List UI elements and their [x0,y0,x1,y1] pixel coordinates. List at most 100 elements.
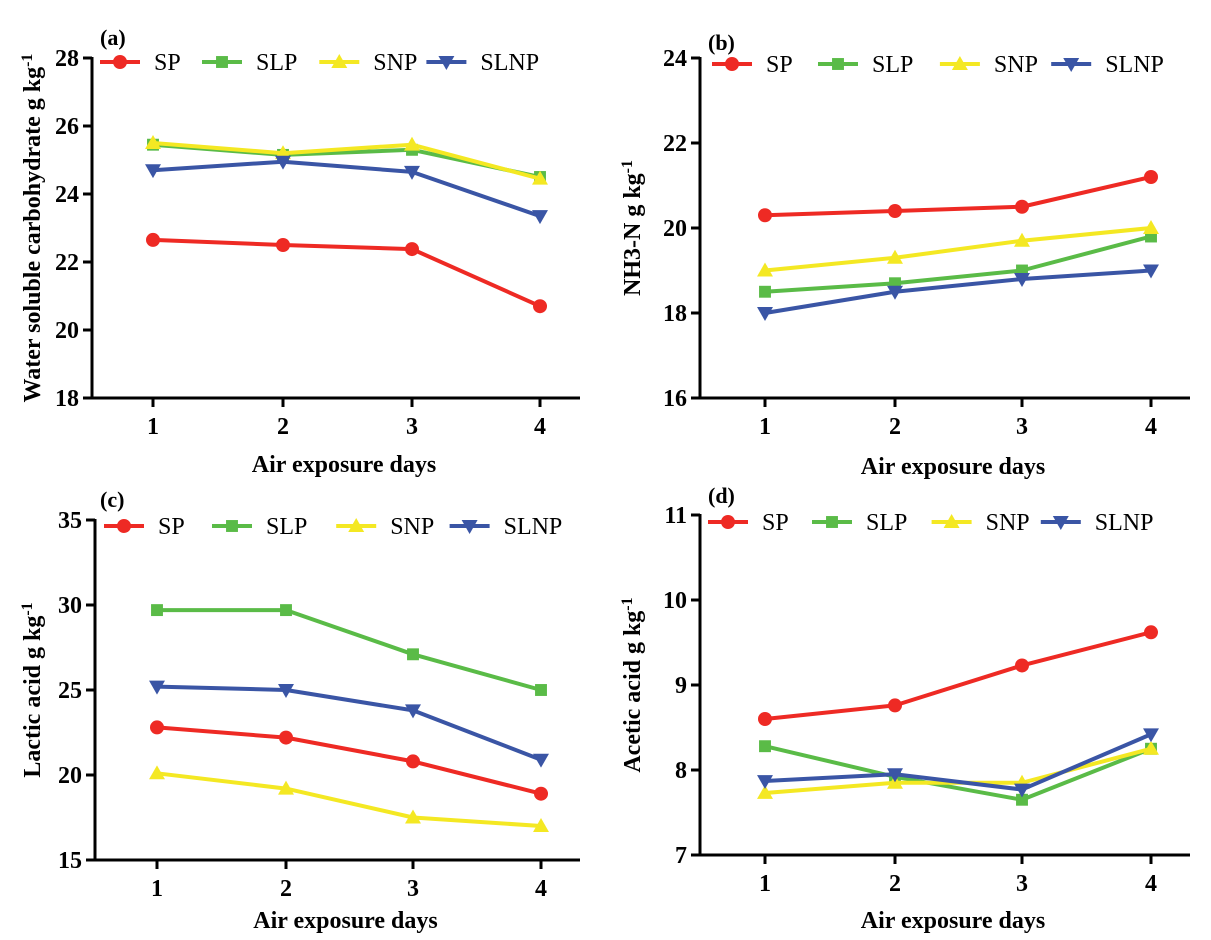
series-sp [758,170,1158,223]
legend-marker [951,56,968,70]
legend-item-snp: SNP [931,510,1030,536]
x-tick-label: 2 [889,414,901,440]
data-point [404,165,420,180]
legend-item-slp: SLP [202,50,297,76]
y-tick-label: 9 [675,673,687,699]
legend-marker [117,519,131,533]
data-point [1143,220,1159,234]
y-tick-label: 20 [663,216,687,242]
x-axis-title: Air exposure days [253,908,437,934]
x-tick-label: 1 [759,871,771,897]
legend-item-slp: SLP [812,510,907,536]
series-snp [757,220,1159,277]
series-sp [146,232,547,314]
series-line [764,732,1152,792]
x-axis-title: Air exposure days [861,908,1045,934]
series-line [152,141,541,181]
x-tick-label: 4 [1145,414,1157,440]
data-point [757,784,773,799]
x-tick-label: 2 [277,414,289,440]
legend-label: SLNP [480,50,539,76]
data-point [150,720,164,735]
legend-label: SLP [266,514,307,540]
legend-marker [721,515,735,529]
y-tick-label: 24 [55,182,79,208]
legend-label: SLP [256,50,297,76]
y-tick-label: 20 [55,318,79,344]
data-point [759,285,771,298]
y-tick-label: 22 [663,131,687,157]
data-point [149,680,165,695]
data-point [532,210,548,225]
y-axis-title: Acetic acid g kg-1 [619,597,647,772]
y-axis-title: NH3-N g kg-1 [619,160,647,296]
x-axis-title: Air exposure days [861,454,1045,480]
data-point [1143,728,1159,743]
legend-item-slnp: SLNP [1051,52,1164,78]
data-point [1145,230,1157,243]
data-point [404,136,420,151]
data-point [1014,232,1030,247]
data-point [1143,740,1159,755]
y-tick-label: 7 [675,843,687,869]
series-slnp [757,728,1159,798]
y-tick-label: 28 [55,46,79,72]
legend-marker [348,518,365,532]
y-tick-label: 16 [663,386,687,412]
data-point [1015,199,1029,214]
series-slp [759,740,1157,806]
data-point [1144,170,1158,184]
legend-item-sp: SP [708,510,789,536]
series-slnp [149,680,549,768]
x-tick-label: 1 [759,414,771,440]
data-point [405,809,421,824]
legend-label: SLNP [504,514,563,540]
x-tick-label: 2 [280,876,292,902]
y-tick-label: 18 [55,386,79,412]
legend-label: SP [766,52,793,78]
data-point [1014,783,1030,798]
data-point [887,249,903,264]
series-sp [150,720,548,801]
legend-item-sp: SP [712,52,793,78]
series-slp [151,604,547,696]
data-point [887,768,903,783]
legend: SP SLP SNP SLNP [100,50,539,76]
legend: SP SLP SNP SLNP [104,514,562,540]
data-point [759,740,771,753]
data-point [1016,793,1028,806]
legend-marker [331,54,348,68]
data-point [757,307,773,321]
legend-label: SP [762,510,789,536]
legend-item-slnp: SLNP [1040,510,1153,536]
legend-marker [826,516,838,528]
data-point [406,754,420,769]
x-tick-label: 3 [1016,871,1028,897]
data-point [405,704,421,719]
data-point [532,170,548,185]
series-line [156,725,542,796]
legend-marker [1063,58,1080,72]
series-snp [149,765,549,832]
data-point [535,684,547,696]
series-slnp [757,264,1159,321]
legend-label: SNP [994,52,1038,78]
data-point [1016,264,1028,277]
data-point [275,145,291,160]
legend-marker [438,56,455,70]
series-line [764,226,1152,273]
data-point [280,604,292,617]
data-point [533,818,549,832]
legend-marker [1052,516,1069,530]
data-point [145,164,161,179]
legend-item-slp: SLP [818,52,913,78]
legend-marker [216,56,228,68]
data-point [405,242,419,257]
x-tick-label: 1 [147,414,159,440]
data-point [278,780,294,795]
data-point [1144,625,1158,640]
series-line [157,608,542,692]
data-point [149,765,165,780]
